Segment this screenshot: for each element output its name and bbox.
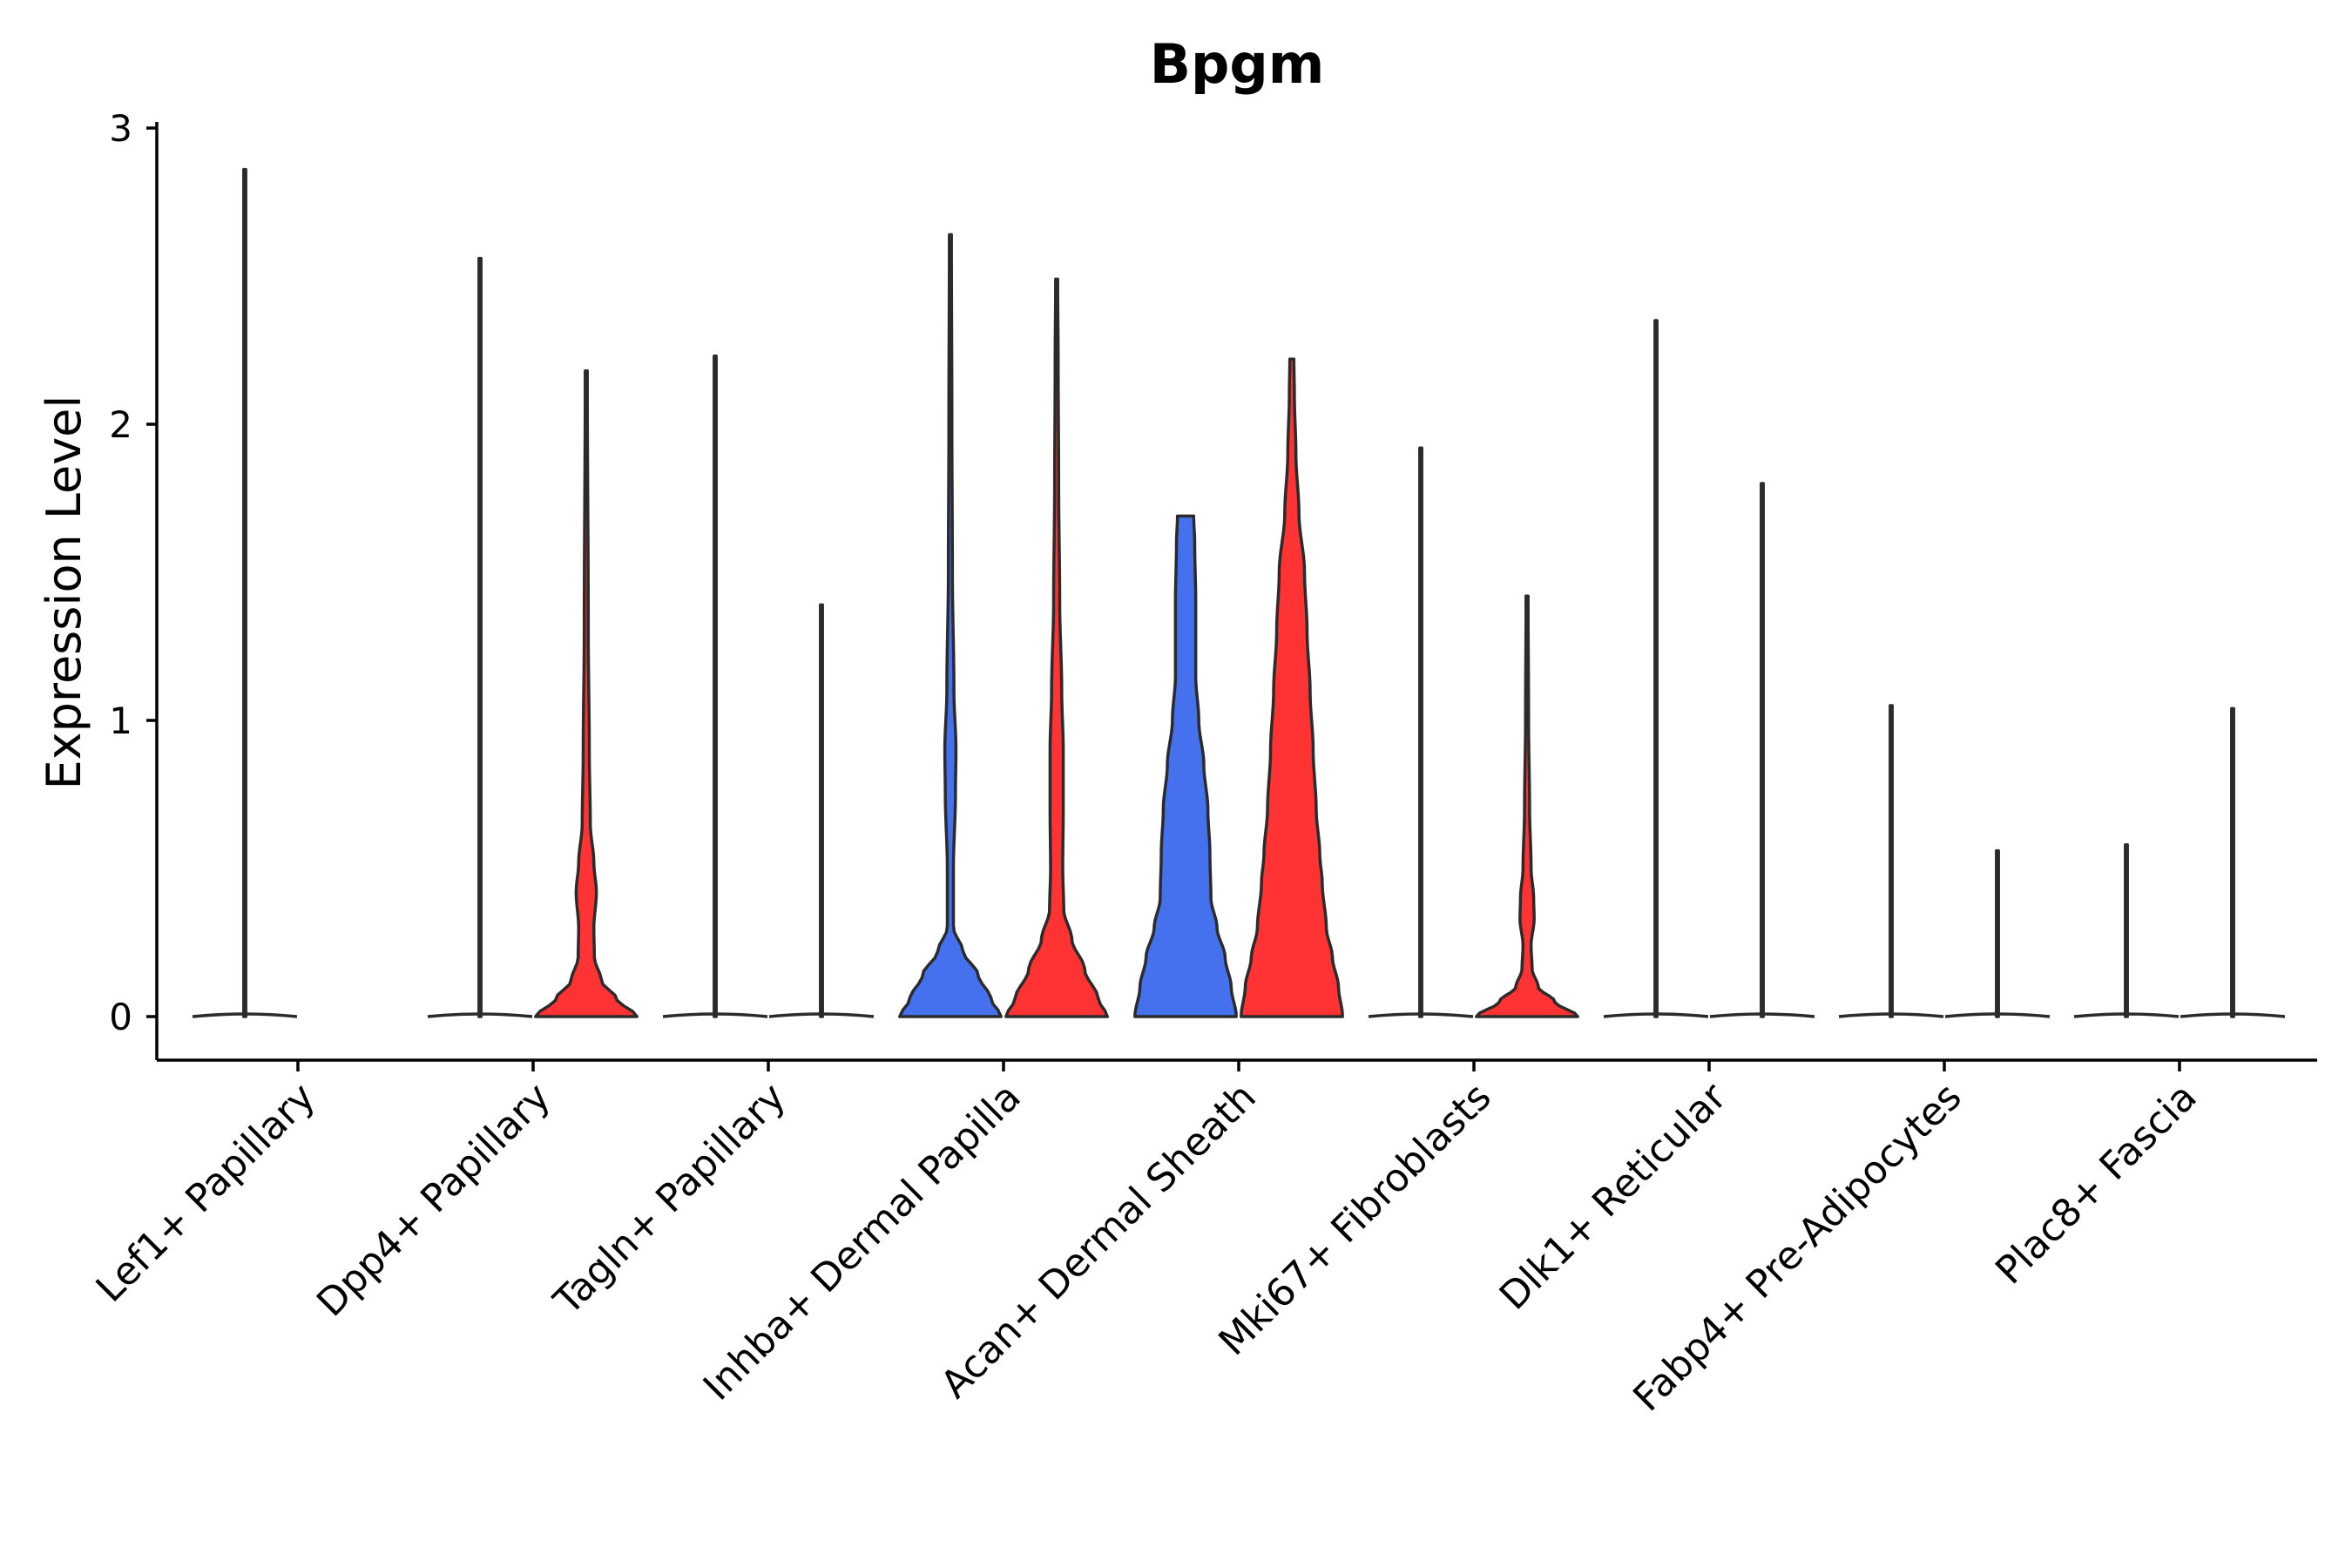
- violin-base-fabp4-pre-adipocytes-group-1: [1838, 1012, 1944, 1018]
- axes: [155, 122, 2317, 1062]
- y-tick-label-1: 1: [109, 700, 132, 742]
- violin-base-mki67-fibroblasts-group-1: [1368, 1012, 1474, 1018]
- y-tick-label-3: 3: [109, 107, 132, 150]
- violin-mki67-fibroblasts-group-2: [1475, 594, 1579, 1018]
- x-tick-label: Plac8+ Fascia: [1987, 1075, 2206, 1294]
- x-tick-label: Dlk1+ Reticular: [1491, 1074, 1736, 1319]
- violin-dpp4-papillary-group-2: [534, 369, 639, 1018]
- violin-base-dlk1-reticular-group-2: [1709, 1012, 1815, 1018]
- x-tick-label: Mki67+ Fibroblasts: [1210, 1075, 1499, 1364]
- violin-base-tagln-papillary-group-1: [662, 1012, 768, 1018]
- chart-title: Bpgm: [1150, 32, 1325, 96]
- violin-acan-dermal-sheath-group-1: [1133, 514, 1238, 1018]
- y-tick-label-0: 0: [109, 996, 132, 1038]
- violin-layer: [192, 167, 2286, 1018]
- violin-base-plac8-fascia-group-2: [2180, 1012, 2286, 1018]
- y-ticks: 0 1 2 3: [109, 107, 157, 1038]
- x-tick-label: Tagln+ Papillary: [545, 1075, 794, 1324]
- x-tick-label: Lef1+ Papillary: [88, 1075, 324, 1311]
- violin-base-fabp4-pre-adipocytes-group-2: [1944, 1012, 2051, 1018]
- violin-base-lef1-papillary-group-1: [192, 1012, 298, 1018]
- violin-base-tagln-papillary-group-2: [768, 1012, 875, 1018]
- y-axis-label: Expression Level: [37, 395, 91, 790]
- violin-inhba-dermal-papilla-group-1: [898, 233, 1003, 1018]
- x-tick-label: Dpp4+ Papillary: [308, 1075, 559, 1326]
- violin-base-plac8-fascia-group-1: [2073, 1012, 2180, 1018]
- violin-base-dlk1-reticular-group-1: [1603, 1012, 1709, 1018]
- violin-acan-dermal-sheath-group-2: [1240, 357, 1344, 1018]
- violin-base-dpp4-papillary-group-1: [427, 1012, 533, 1018]
- y-tick-label-2: 2: [109, 403, 132, 446]
- violin-inhba-dermal-papilla-group-2: [1004, 277, 1109, 1018]
